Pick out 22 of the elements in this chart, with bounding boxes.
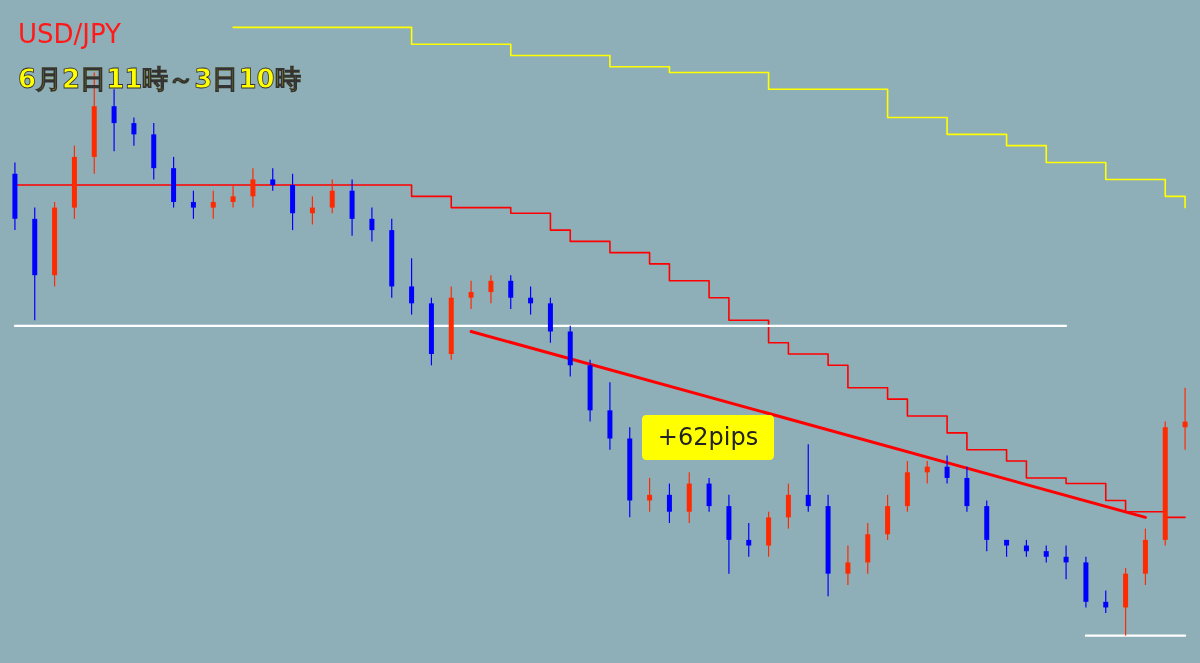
candlestick bbox=[409, 257, 415, 316]
candlestick bbox=[785, 482, 791, 530]
candlestick bbox=[845, 544, 851, 586]
chart-title: USD/JPY bbox=[18, 19, 122, 49]
candlestick bbox=[805, 443, 811, 513]
candlestick bbox=[666, 482, 672, 524]
candlestick bbox=[270, 167, 276, 192]
candlestick bbox=[250, 167, 256, 209]
candlestick bbox=[746, 522, 752, 558]
candlestick bbox=[131, 116, 137, 147]
candlestick bbox=[190, 190, 196, 220]
candlestick bbox=[210, 190, 216, 220]
candlestick bbox=[944, 454, 950, 485]
candlestick bbox=[468, 280, 474, 310]
candlestick bbox=[488, 274, 494, 304]
candlestick bbox=[508, 274, 514, 310]
annotation: +62pips bbox=[657, 423, 759, 451]
candlestick bbox=[706, 477, 712, 513]
candlestick bbox=[329, 178, 335, 214]
candlestick bbox=[230, 184, 236, 209]
candlestick bbox=[111, 88, 117, 152]
candlestick bbox=[369, 207, 375, 242]
